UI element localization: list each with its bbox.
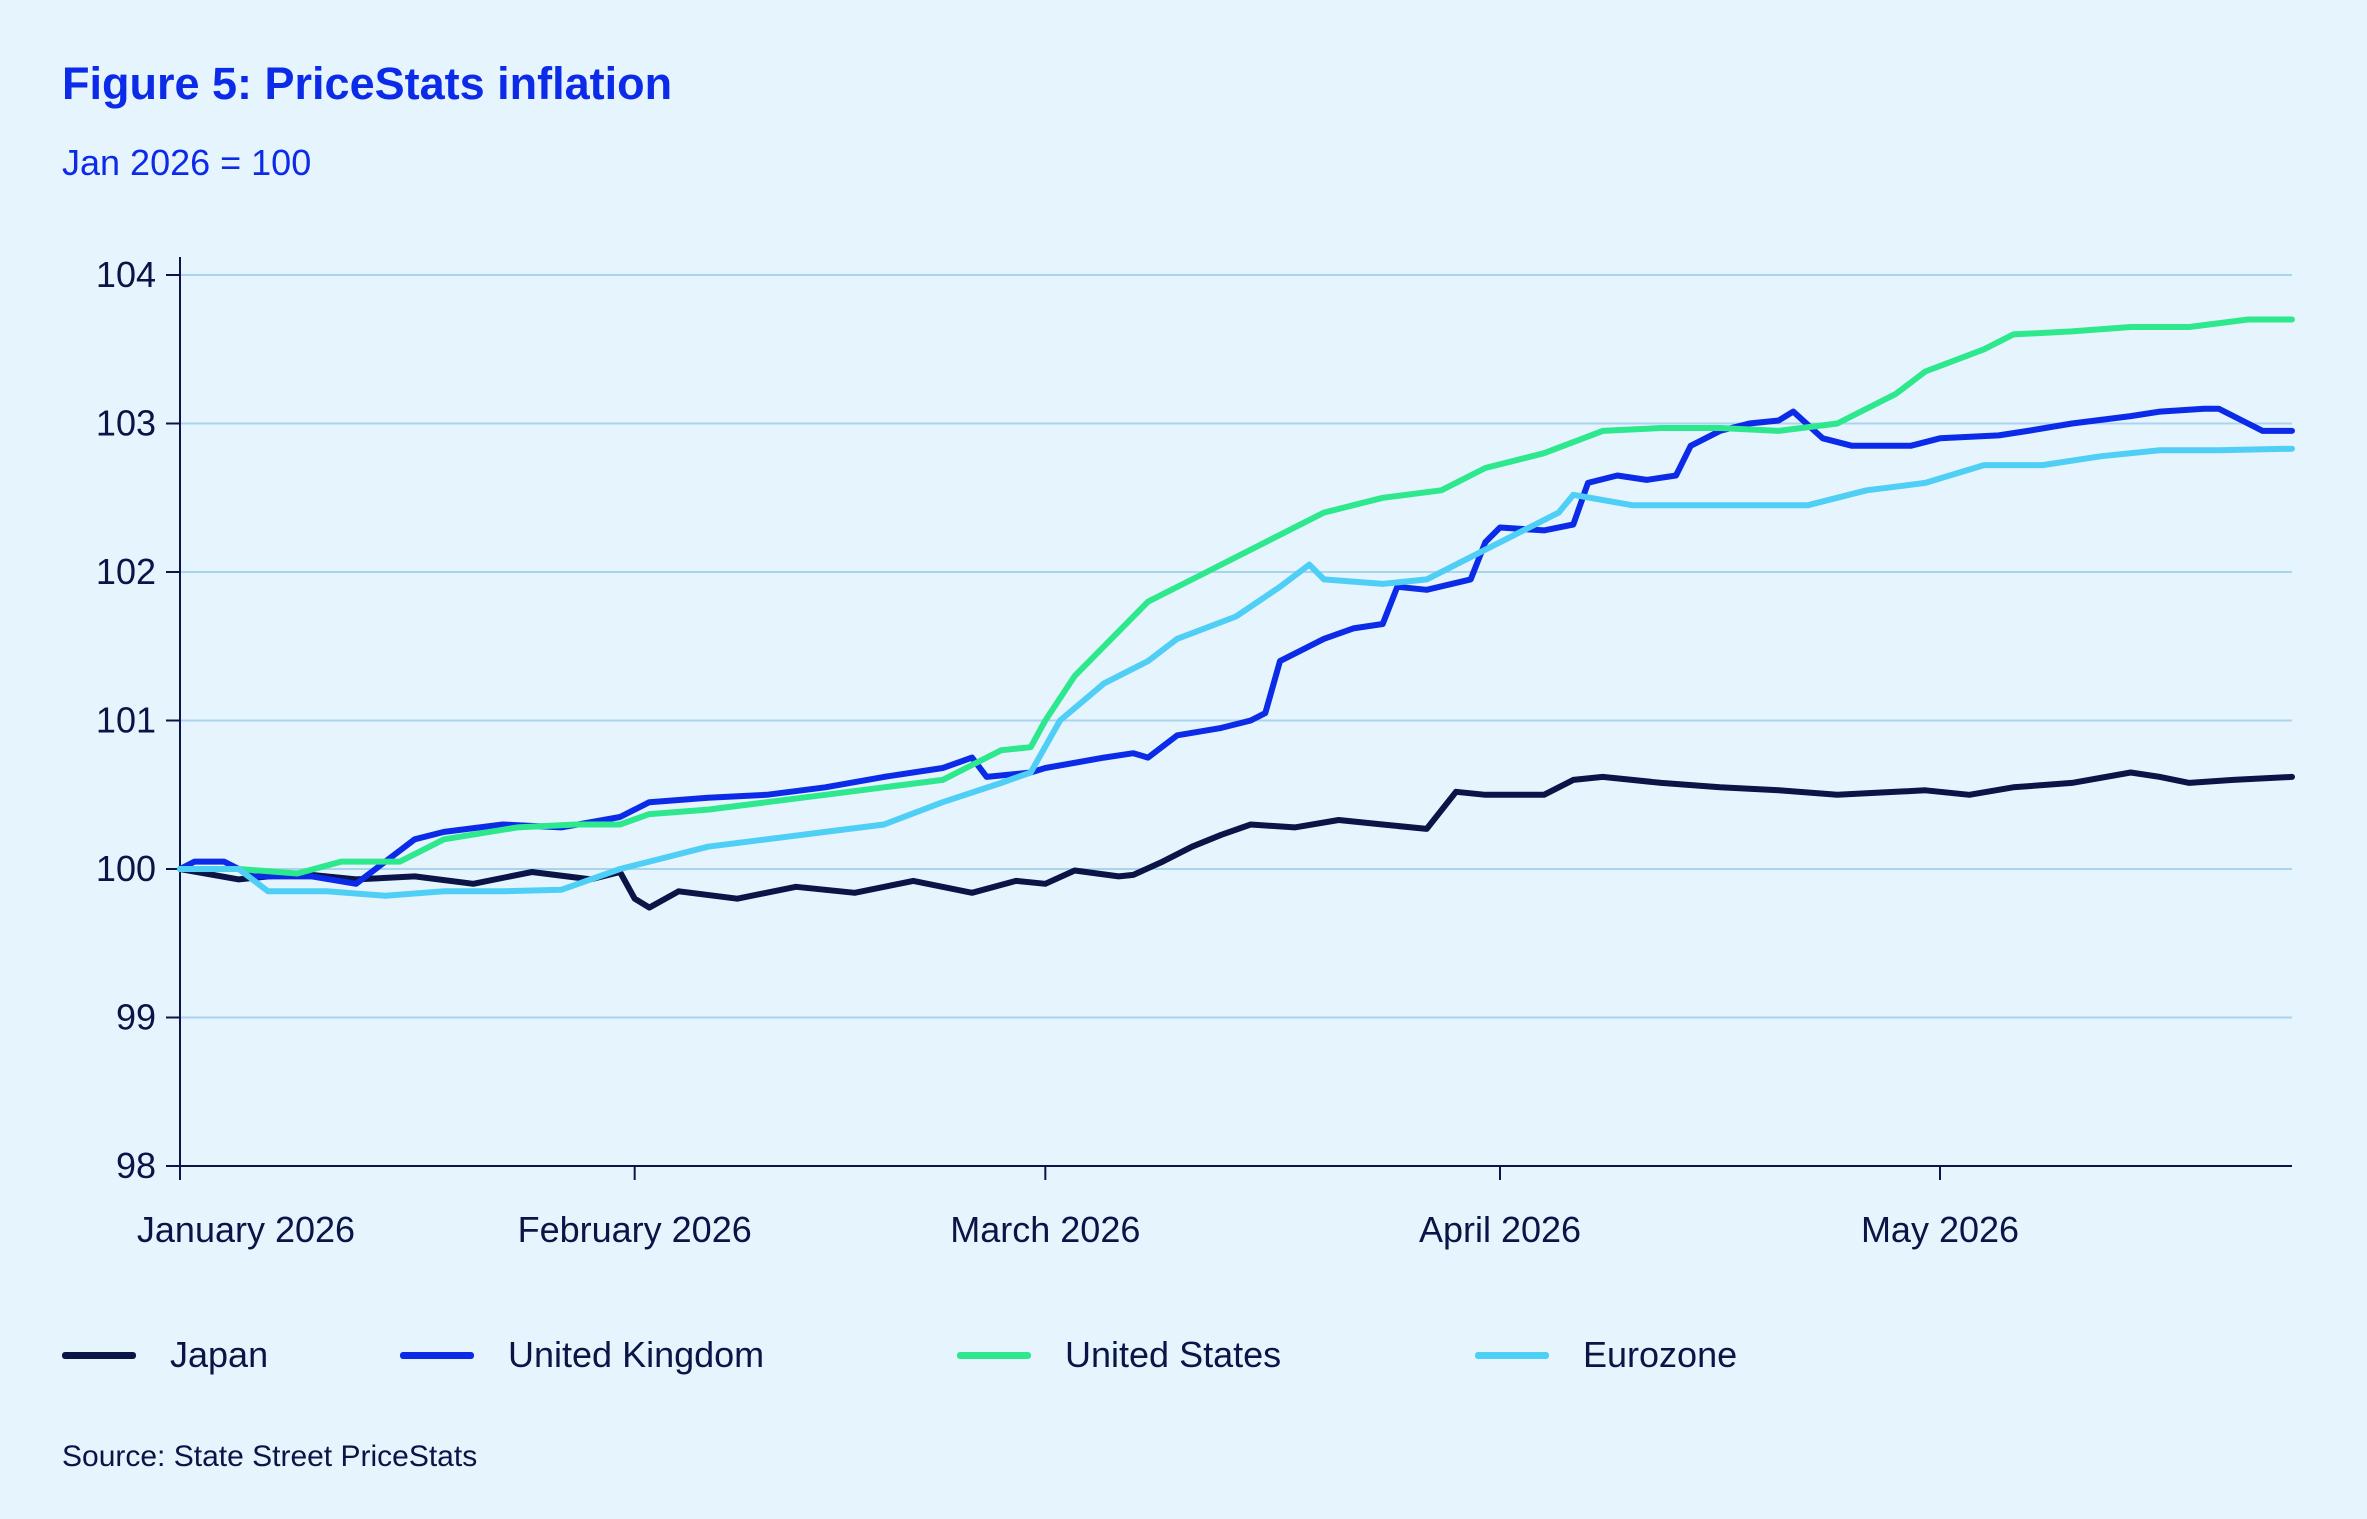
legend-item-united-states: United States: [957, 1330, 1281, 1380]
legend-swatch-united-states: [957, 1351, 1031, 1359]
y-tick-label: 99: [116, 997, 156, 1038]
source-note: Source: State Street PriceStats: [62, 1440, 478, 1473]
chart-subtitle: Jan 2026 = 100: [62, 142, 312, 183]
legend-swatch-japan: [62, 1351, 136, 1359]
y-tick-label: 101: [96, 700, 156, 741]
legend-item-eurozone: Eurozone: [1475, 1330, 1737, 1380]
legend-label-united-kingdom: United Kingdom: [508, 1334, 765, 1375]
legend-swatch-eurozone: [1475, 1351, 1549, 1359]
legend-item-united-kingdom: United Kingdom: [400, 1330, 764, 1380]
series-line-united-kingdom: [177, 405, 2295, 887]
x-tick-label: April 2026: [1419, 1209, 1581, 1250]
y-tick-label: 104: [96, 254, 156, 295]
chart-title: Figure 5: PriceStats inflation: [62, 58, 673, 109]
legend-label-japan: Japan: [170, 1334, 269, 1375]
series-line-japan: [177, 769, 2295, 911]
x-tick-label: May 2026: [1861, 1209, 2019, 1250]
legend-swatch-united-kingdom: [400, 1351, 474, 1359]
gridlines: [180, 274, 2292, 1019]
series-line-eurozone: [177, 445, 2295, 899]
y-tick-label: 100: [96, 848, 156, 889]
legend-label-eurozone: Eurozone: [1583, 1334, 1738, 1375]
x-tick-label: January 2026: [137, 1209, 355, 1250]
legend-item-japan: Japan: [62, 1330, 268, 1380]
series-lines: [177, 316, 2295, 911]
legend: Japan United Kingdom United States Euroz…: [62, 1330, 2302, 1380]
legend-label-united-states: United States: [1065, 1334, 1282, 1375]
x-tick-label: February 2026: [518, 1209, 752, 1250]
axes: 98 99 100 101 102 103 104 January 2026 February …: [96, 254, 2292, 1250]
series-line-united-states: [177, 316, 2295, 877]
y-tick-label: 103: [96, 403, 156, 444]
x-tick-label: March 2026: [950, 1209, 1140, 1250]
y-tick-label: 102: [96, 551, 156, 592]
y-tick-label: 98: [116, 1145, 156, 1186]
line-chart: 98 99 100 101 102 103 104 January 2026 February …: [96, 254, 2295, 1250]
